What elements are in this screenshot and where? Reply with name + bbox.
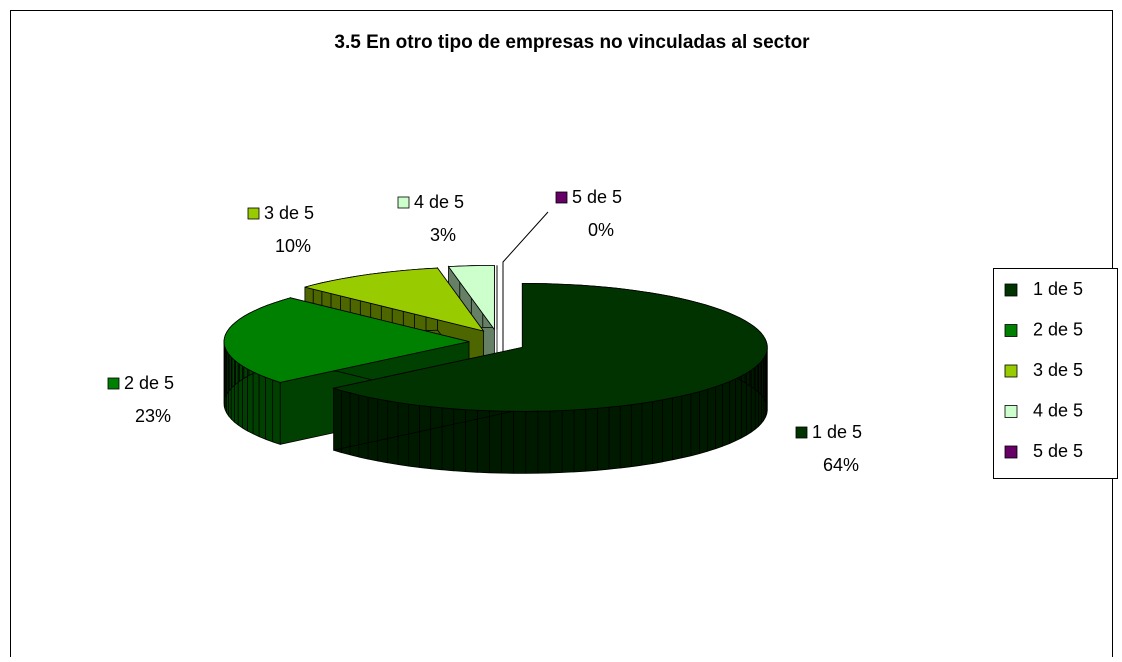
legend-label: 1 de 5 <box>1033 279 1083 299</box>
data-label-value: 23% <box>135 406 171 426</box>
pie-slice <box>332 283 768 412</box>
pie-slice <box>447 265 495 331</box>
data-label-key <box>247 207 260 220</box>
legend-swatch <box>1004 364 1018 378</box>
legend-swatch <box>1004 445 1018 459</box>
data-label-key <box>107 377 120 390</box>
pie-slice <box>223 297 470 383</box>
data-label-category: 5 de 5 <box>572 187 622 207</box>
leader-line <box>502 211 549 352</box>
legend-swatch <box>1004 283 1018 297</box>
data-label-value: 64% <box>823 455 859 475</box>
legend-label: 3 de 5 <box>1033 360 1083 380</box>
data-label-value: 3% <box>430 225 456 245</box>
legend-swatch <box>1004 324 1018 337</box>
pie-slice <box>304 267 485 332</box>
chart-title: 3.5 En otro tipo de empresas no vinculad… <box>334 32 810 53</box>
data-label-category: 4 de 5 <box>414 192 464 212</box>
legend-label: 5 de 5 <box>1033 441 1083 461</box>
data-label-key <box>795 426 808 439</box>
data-label-category: 3 de 5 <box>264 203 314 223</box>
data-label-key <box>397 196 410 209</box>
data-label-value: 0% <box>588 220 614 240</box>
legend-label: 2 de 5 <box>1033 319 1083 339</box>
data-label-key <box>555 191 568 204</box>
legend-swatch <box>1004 405 1018 418</box>
data-label-value: 10% <box>275 236 311 256</box>
legend-label: 4 de 5 <box>1033 400 1083 420</box>
data-label-category: 2 de 5 <box>124 373 174 393</box>
data-label-category: 1 de 5 <box>812 422 862 442</box>
